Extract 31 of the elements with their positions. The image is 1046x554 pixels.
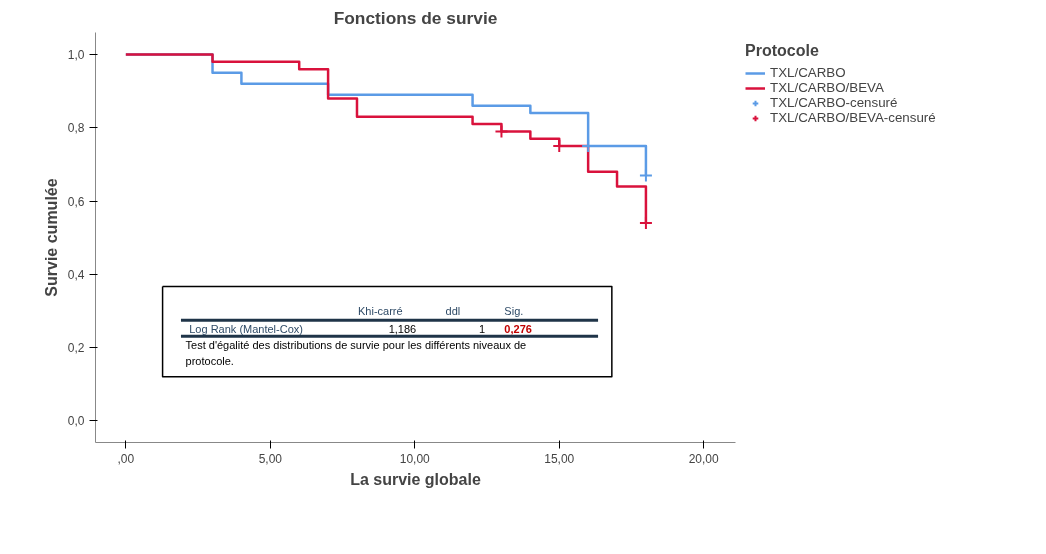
chart-title: Fonctions de survie [333,7,498,28]
point [638,168,653,183]
annotation: protocole. [185,354,234,367]
annotation: 0,276 [504,322,532,335]
y-tick-label: 1,0 [67,47,85,62]
x-tick-label: ,00 [117,451,135,466]
legend-title: Protocole [745,42,820,60]
x-axis-title: La survie globale [350,470,481,488]
legend-label: TXL/CARBO-censuré [770,95,898,110]
annotation: Khi-carré [358,304,403,317]
y-tick-label: 0,6 [67,194,85,209]
annotation: 1 [478,322,486,335]
annotation: Sig. [504,304,524,317]
x-tick-label: 5,00 [258,451,283,466]
annotation: ddl [445,304,461,317]
point [638,216,653,231]
y-tick-label: 0,2 [67,341,85,356]
y-axis-title: Survie cumulée [42,178,60,297]
annotation: Test d'égalité des distributions de survie pour les différents niveaux de [185,338,527,351]
y-tick-label: 0,8 [67,121,85,136]
legend-label: TXL/CARBO/BEVA [770,80,884,95]
legend-label: TXL/CARBO [770,65,846,80]
annotation: 1,186 [388,322,417,335]
x-tick-label: 10,00 [399,451,431,466]
x-tick-label: 20,00 [688,451,720,466]
point [494,124,509,139]
legend-label: TXL/CARBO/BEVA-censuré [770,110,936,125]
y-tick-label: 0,0 [67,414,85,429]
y-tick-label: 0,4 [67,267,85,282]
annotation: Log Rank (Mantel-Cox) [189,322,303,335]
x-tick-label: 15,00 [544,451,575,466]
